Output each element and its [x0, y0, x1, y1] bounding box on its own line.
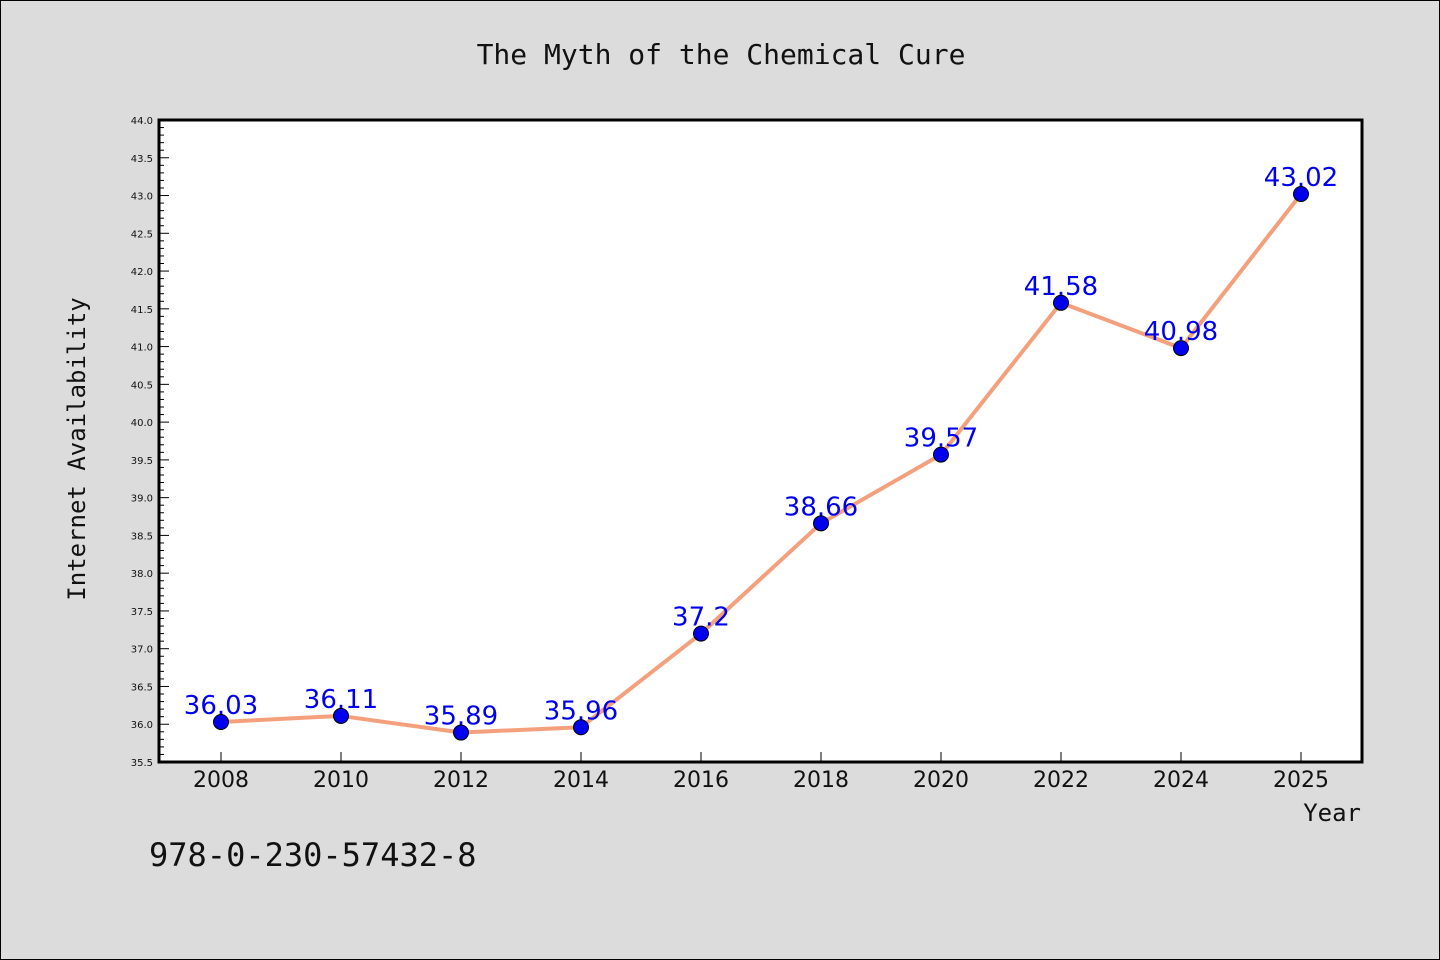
- y-tick-label: 40.5: [131, 380, 153, 391]
- y-tick-label: 40.0: [131, 418, 153, 429]
- y-tick-label: 38.0: [131, 569, 153, 580]
- y-tick-label: 37.0: [131, 645, 153, 656]
- chart-title: The Myth of the Chemical Cure: [477, 38, 966, 71]
- data-point: [693, 625, 709, 642]
- x-tick-label: 2014: [553, 768, 609, 793]
- y-tick-label: 37.5: [131, 607, 153, 618]
- x-tick-label: 2022: [1033, 768, 1089, 793]
- data-label: 41.58: [1024, 272, 1098, 302]
- caption-isbn: 978-0-230-57432-8: [149, 836, 477, 874]
- x-tick-label: 2008: [193, 768, 249, 793]
- x-tick-label: 2010: [313, 768, 369, 793]
- y-tick-label: 36.0: [131, 720, 153, 731]
- y-tick-label: 42.5: [131, 229, 153, 240]
- data-label: 39.57: [904, 424, 978, 454]
- data-point: [453, 724, 469, 741]
- data-point: [213, 713, 229, 730]
- y-tick-label: 42.0: [131, 267, 153, 278]
- y-tick-label: 35.5: [131, 758, 153, 769]
- y-tick-label: 44.0: [131, 116, 153, 127]
- data-label: 38.66: [784, 492, 858, 522]
- x-tick-label: 2020: [913, 768, 969, 793]
- data-label: 40.98: [1144, 317, 1218, 347]
- data-point: [933, 446, 949, 463]
- x-tick-label: 2025: [1273, 768, 1329, 793]
- series-internet-availability: 36.03 36.11 35.89 35.96 37.2 38.66 39.57 41.58 4…: [184, 163, 1338, 741]
- data-point: [1053, 294, 1069, 311]
- x-tick-label: 2016: [673, 768, 729, 793]
- x-tick-label: 2012: [433, 768, 489, 793]
- y-tick-label: 43.0: [131, 192, 153, 203]
- y-axis-label: Internet Availability: [63, 297, 91, 600]
- x-axis: 2008 2010 2012 2014 2016 2018 2020 2022 2024 2025: [193, 752, 1329, 793]
- x-axis-label: Year: [1303, 799, 1361, 827]
- y-tick-label: 43.5: [131, 154, 153, 165]
- plot-area: [157, 118, 1364, 764]
- data-point: [813, 515, 829, 532]
- data-point: [1293, 186, 1309, 203]
- x-tick-label: 2018: [793, 768, 849, 793]
- y-tick-label: 38.5: [131, 531, 153, 542]
- y-tick-label: 39.5: [131, 456, 153, 467]
- y-tick-label: 36.5: [131, 682, 153, 693]
- data-point: [333, 707, 349, 724]
- data-label: 43.02: [1264, 163, 1338, 193]
- data-label: 35.96: [544, 696, 618, 726]
- data-label: 35.89: [424, 702, 498, 732]
- y-tick-label: 41.5: [131, 305, 153, 316]
- y-tick-label: 39.0: [131, 494, 153, 505]
- data-label: 37.2: [672, 603, 730, 633]
- series-line: [220, 192, 1303, 735]
- data-point: [1173, 340, 1189, 357]
- data-point: [573, 719, 589, 736]
- data-label: 36.11: [304, 685, 378, 715]
- data-label: 36.03: [184, 691, 258, 721]
- x-tick-label: 2024: [1153, 768, 1209, 793]
- y-axis: 35.5 36.0 36.5 37.0 37.5 38.0 38.5 39.0 39.5 40.0…: [131, 116, 169, 769]
- y-tick-label: 41.0: [131, 343, 153, 354]
